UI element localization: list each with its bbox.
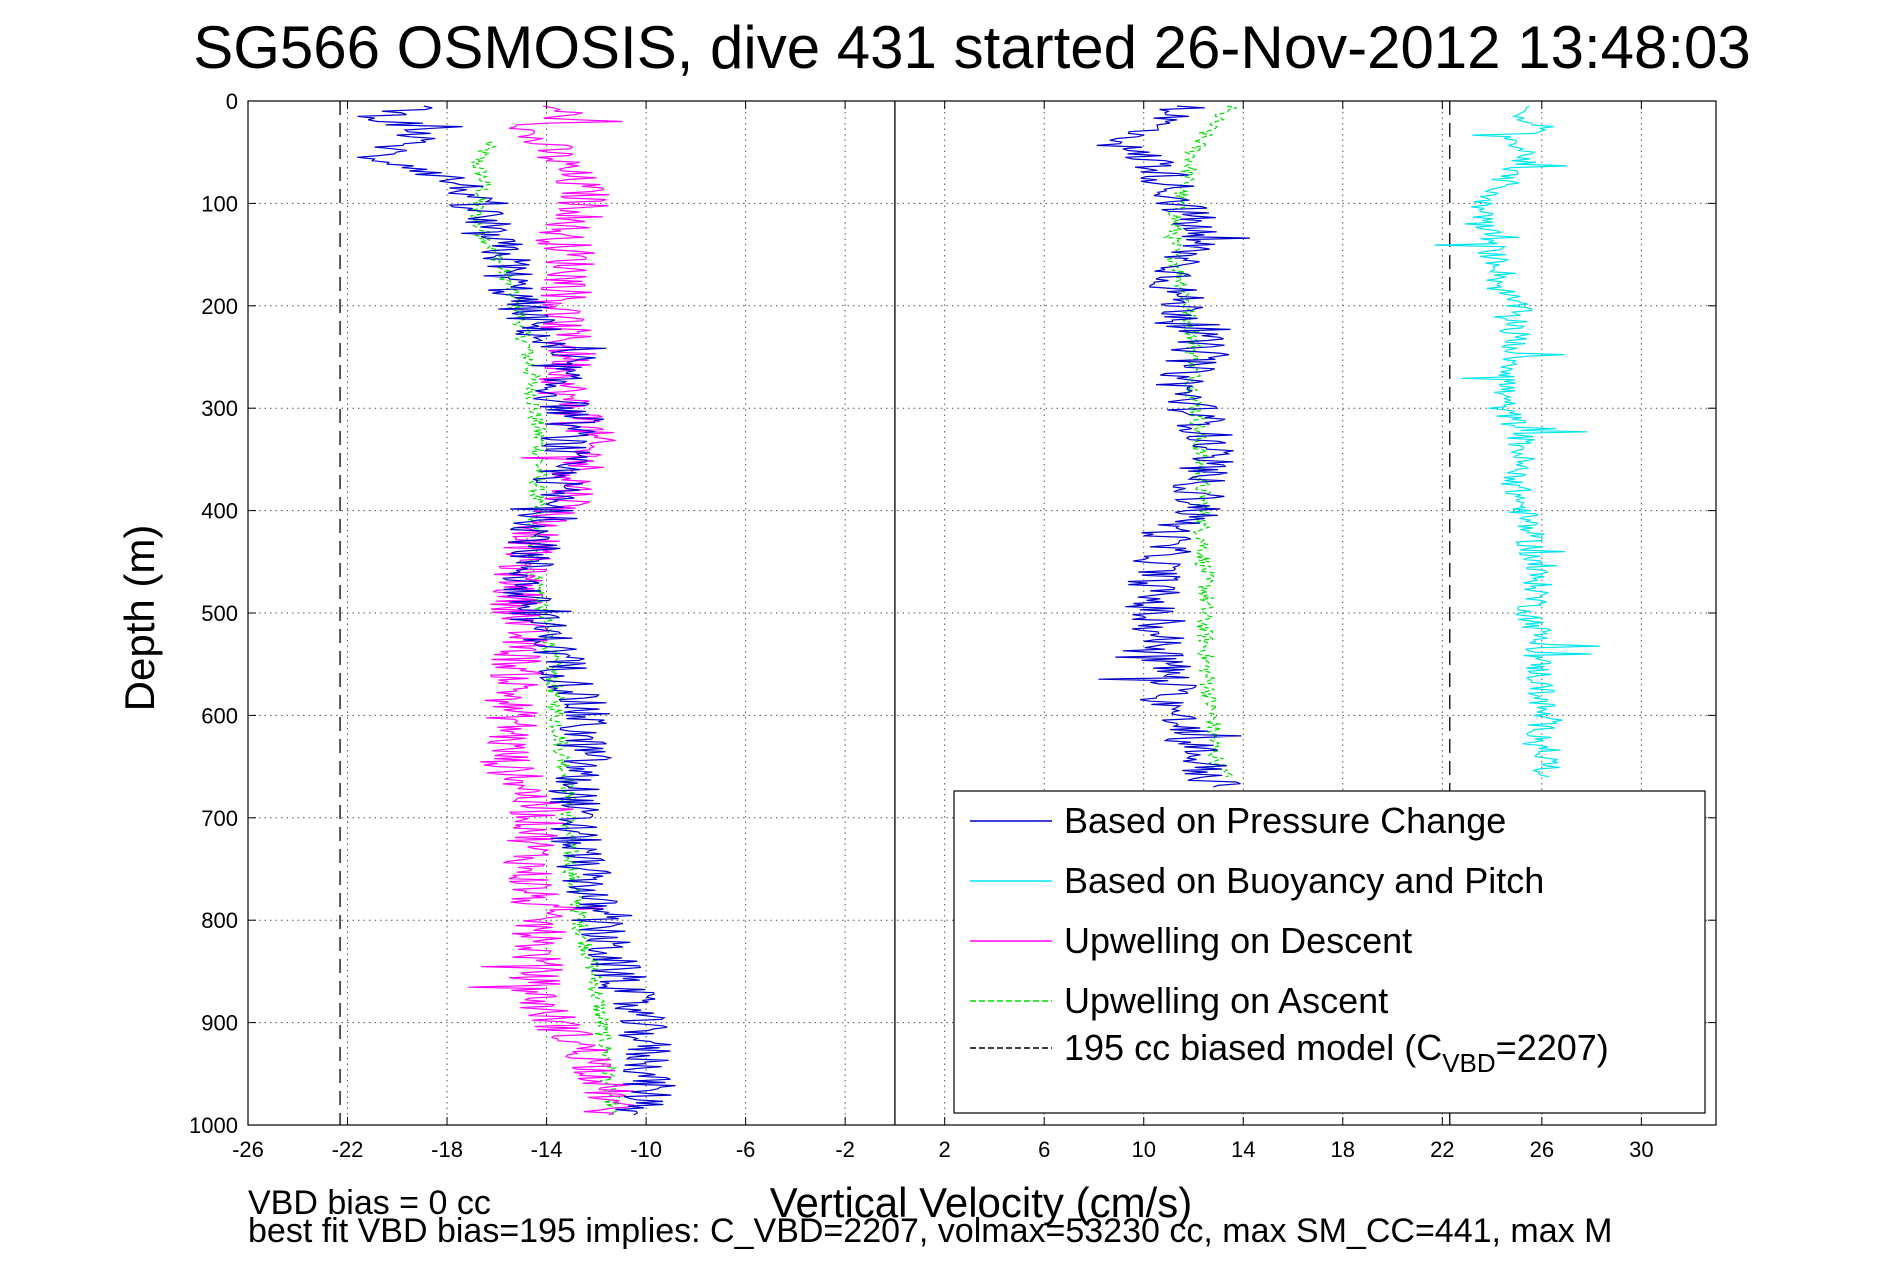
legend-box xyxy=(953,790,1706,1114)
y-axis-label: Depth (m) xyxy=(116,525,163,712)
footer-line-2: best fit VBD bias=195 implies: C_VBD=220… xyxy=(248,1212,1612,1250)
footer-line-1: VBD bias = 0 cc xyxy=(248,1184,491,1222)
series-line-based-on-buoyancy-and-pitch xyxy=(1434,105,1600,778)
x-tick-label: 14 xyxy=(1231,1137,1255,1162)
legend-label-prefix: 195 cc biased model (C xyxy=(1064,1027,1442,1068)
y-tick-label: 1000 xyxy=(189,1113,238,1138)
x-tick-label: 18 xyxy=(1331,1137,1355,1162)
x-tick-label: 6 xyxy=(1038,1137,1050,1162)
x-tick-label: -6 xyxy=(736,1137,756,1162)
y-tick-label: 100 xyxy=(201,191,238,216)
x-tick-label: -2 xyxy=(835,1137,855,1162)
ticks: -26 -22 -18 -14 -10 -6 -2 2 6 10 14 18 22 26 300100200… xyxy=(189,89,1716,1162)
x-tick-label: 30 xyxy=(1629,1137,1653,1162)
series-line-based-on-pressure-change xyxy=(357,105,676,1116)
legend-label: Based on Buoyancy and Pitch xyxy=(1064,860,1544,901)
x-tick-label: -26 xyxy=(232,1137,264,1162)
x-tick-label: -14 xyxy=(531,1137,563,1162)
legend-label: Based on Pressure Change xyxy=(1064,800,1506,841)
y-tick-label: 300 xyxy=(201,396,238,421)
x-tick-label: -10 xyxy=(630,1137,662,1162)
x-tick-label: -22 xyxy=(332,1137,364,1162)
legend-label: Upwelling on Ascent xyxy=(1064,980,1388,1021)
y-tick-label: 0 xyxy=(226,89,238,114)
legend-label-subscript: VBD xyxy=(1442,1048,1495,1078)
y-tick-label: 200 xyxy=(201,294,238,319)
y-tick-label: 600 xyxy=(201,703,238,728)
x-tick-label: 26 xyxy=(1530,1137,1554,1162)
series-line-upwelling-on-descent xyxy=(468,105,635,1116)
x-tick-label: 10 xyxy=(1131,1137,1155,1162)
legend: Based on Pressure Change Based on Buoyanc… xyxy=(953,790,1706,1114)
reference-lines xyxy=(339,101,1451,1125)
legend-label: Upwelling on Descent xyxy=(1064,920,1412,961)
series-line-based-on-pressure-change xyxy=(1096,105,1251,788)
x-axis-label: Vertical Velocity (cm/s) xyxy=(770,1179,1192,1226)
y-tick-label: 800 xyxy=(201,908,238,933)
y-tick-label: 500 xyxy=(201,601,238,626)
series-line-upwelling-on-ascent xyxy=(469,141,621,1116)
chart-title: SG566 OSMOSIS, dive 431 started 26-Nov-2… xyxy=(193,14,1751,81)
legend-label-suffix: =2207) xyxy=(1496,1027,1609,1068)
y-tick-label: 900 xyxy=(201,1011,238,1036)
x-tick-label: 2 xyxy=(939,1137,951,1162)
y-tick-label: 400 xyxy=(201,499,238,524)
legend-label: 195 cc biased model (CVBD=2207) xyxy=(1064,1027,1609,1078)
y-tick-label: 700 xyxy=(201,806,238,831)
x-tick-label: 22 xyxy=(1430,1137,1454,1162)
x-tick-label: -18 xyxy=(431,1137,463,1162)
